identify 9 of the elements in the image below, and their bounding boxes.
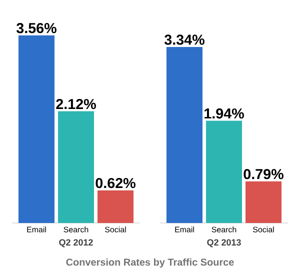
data-label: 0.62% bbox=[96, 178, 136, 188]
x-axis-title: Q2 2013 bbox=[207, 239, 241, 248]
x-axis-title: Q2 2012 bbox=[59, 239, 93, 248]
data-label: 3.56% bbox=[16, 23, 56, 34]
data-label: 3.34% bbox=[164, 34, 204, 45]
data-label: 0.79% bbox=[244, 169, 284, 180]
text: Conversion Rates by Traffic Source bbox=[66, 258, 234, 268]
data-label: 1.94% bbox=[204, 108, 244, 119]
data-label: 2.12% bbox=[56, 98, 96, 110]
